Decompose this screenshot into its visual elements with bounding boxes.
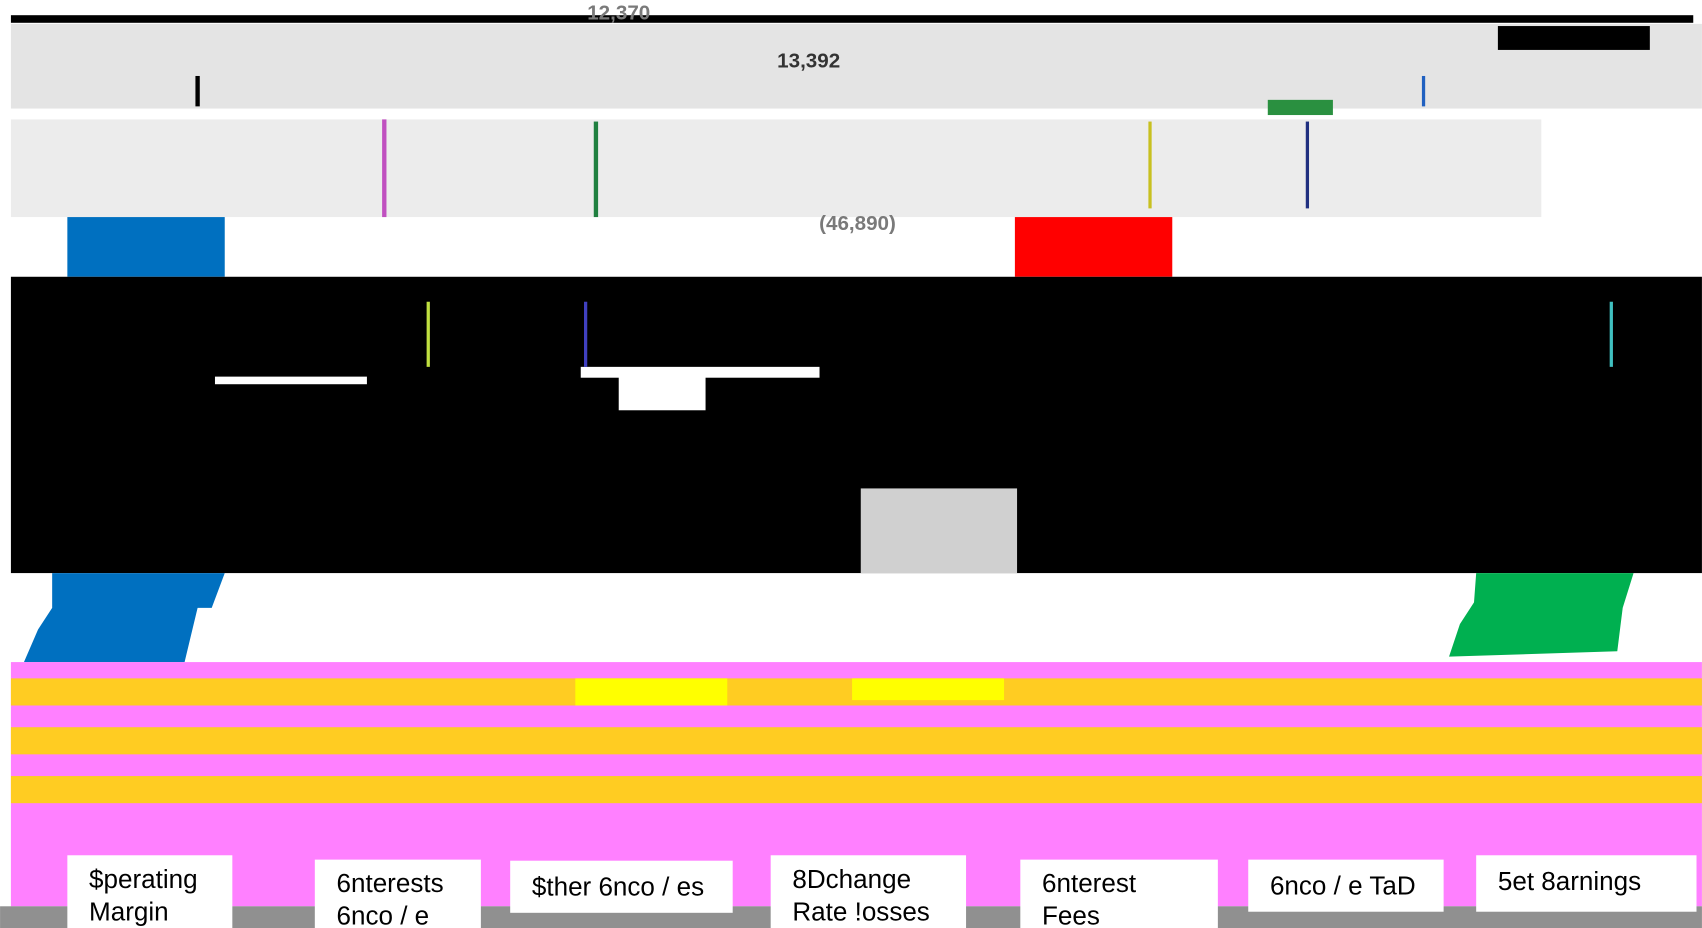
white-line	[580, 366, 820, 378]
yellow-stripe	[10, 776, 1702, 804]
glitch-line	[593, 121, 599, 218]
black-band	[10, 276, 1702, 574]
label-box	[314, 859, 481, 928]
category-label: 5et 8arnings	[1498, 866, 1641, 896]
category-label: $ther 6nco / es	[532, 871, 704, 901]
black-line	[10, 15, 1694, 23]
green-shape	[1449, 573, 1634, 657]
category-label: $perating Margin	[89, 864, 198, 927]
annotation: (46,890)	[819, 212, 896, 235]
yellow-stripe	[10, 727, 1702, 755]
bar	[67, 217, 225, 277]
glitch-line	[1609, 301, 1613, 367]
glitch-line	[195, 75, 200, 107]
glitch-line	[1305, 121, 1310, 209]
glitch-line	[1421, 75, 1426, 107]
label-box	[1020, 859, 1218, 928]
labels: $perating Margin 6nterests 6nco / e $ther 6n…	[67, 855, 1697, 928]
black-block	[1497, 26, 1650, 50]
label-box	[67, 855, 233, 928]
label-box	[1476, 855, 1697, 912]
label-box	[510, 860, 733, 913]
gray-band	[10, 119, 1542, 218]
glitch-line	[426, 301, 430, 367]
label-box	[1248, 859, 1444, 912]
annotation: 12,370	[587, 2, 650, 25]
category-label: 6nco / e TaD	[1270, 870, 1416, 900]
category-label: 8Dchange Rate !osses	[792, 864, 929, 927]
yellow-stripe	[575, 678, 728, 706]
bar	[1014, 217, 1173, 277]
glitch-line	[583, 301, 588, 367]
annotation: 13,392	[777, 49, 840, 72]
glitch-block	[1267, 99, 1333, 116]
glitch-line	[382, 119, 387, 218]
blue-shape	[23, 573, 225, 663]
gray-band	[10, 23, 1702, 109]
category-label: 6nterest Fees	[1042, 868, 1137, 928]
yellow-stripe	[852, 678, 1005, 701]
white-line	[214, 376, 367, 385]
label-box	[770, 855, 967, 928]
gray-block	[860, 488, 1018, 574]
glitch-line	[1148, 121, 1152, 209]
category-label: 6nterests 6nco / e	[337, 868, 444, 928]
